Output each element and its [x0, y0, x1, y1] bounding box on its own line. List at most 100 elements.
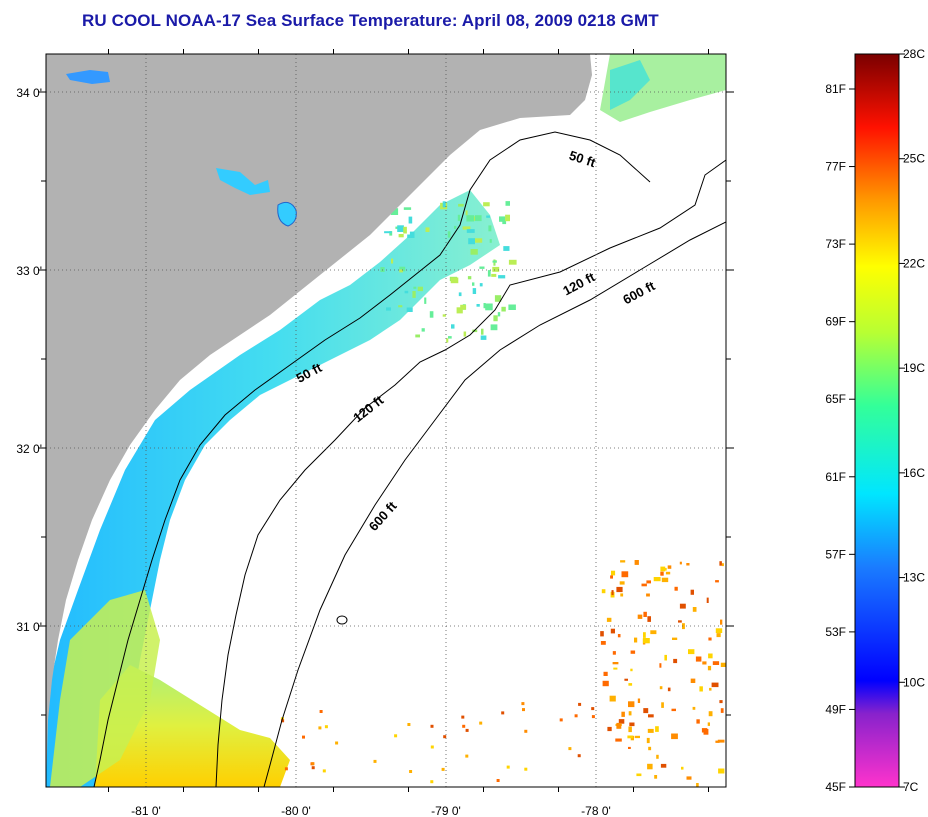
sst-speckle [311, 762, 315, 766]
sst-speckle [413, 286, 417, 289]
sst-speckle [628, 701, 635, 708]
sst-speckle [501, 711, 505, 715]
sst-speckle [718, 768, 725, 774]
sst-speckle [650, 630, 657, 635]
sst-speckle [628, 746, 631, 749]
sst-speckle [456, 307, 463, 314]
sst-speckle [643, 611, 647, 617]
sst-speckle [458, 292, 462, 297]
sst-speckle [636, 773, 642, 777]
sst-speckle [720, 708, 724, 713]
sst-speckle [324, 725, 328, 729]
sst-speckle [720, 619, 723, 625]
sst-speckle [492, 260, 497, 263]
sst-speckle [406, 307, 413, 312]
sst-speckle [692, 706, 696, 710]
sst-speckle [629, 722, 635, 727]
sst-speckle [720, 662, 726, 667]
sst-speckle [711, 682, 719, 688]
sst-speckle [673, 658, 678, 664]
sst-speckle [682, 623, 685, 630]
sst-speckle [690, 589, 694, 595]
sst-speckle [417, 286, 423, 292]
sst-speckle [318, 726, 322, 730]
colorbar-c-label: 25C [903, 152, 925, 166]
sst-speckle [494, 295, 502, 302]
lat-label: 34 0' [16, 86, 42, 100]
sst-speckle [496, 779, 500, 782]
sst-speckle [712, 661, 720, 665]
lon-label: -78 0' [581, 804, 611, 817]
sst-speckle [708, 637, 712, 641]
contour-600ft [263, 221, 726, 787]
sst-speckle [620, 560, 626, 563]
sst-speckle [688, 649, 695, 655]
sst-speckle [506, 765, 510, 769]
sst-speckle [612, 651, 616, 655]
sst-speckle [302, 735, 305, 739]
sst-speckle [647, 763, 653, 770]
sst-speckle [454, 225, 457, 229]
map-frame [45, 53, 727, 788]
sst-speckle [493, 315, 498, 322]
sst-speckle [715, 740, 720, 743]
sst-speckle [390, 208, 399, 215]
sst-speckle [671, 708, 676, 712]
sst-speckle [486, 215, 490, 218]
sst-speckle [451, 324, 455, 329]
sst-speckle [674, 586, 678, 591]
sst-speckle [463, 331, 467, 337]
sst-speckle [465, 210, 468, 216]
sst-speckle [707, 722, 710, 726]
sst-speckle [601, 589, 606, 594]
sst-speckle [465, 754, 469, 758]
sst-speckle [335, 741, 339, 745]
inland-water-blue [277, 201, 297, 227]
sst-speckle [641, 583, 647, 587]
sst-speckle [646, 593, 650, 597]
sst-speckle [610, 628, 615, 634]
sst-speckle [483, 202, 490, 207]
colorbar-fahrenheit-labels: 81F 77F 73F 69F 65F 61F 57F 53F 49F 45F [825, 82, 855, 794]
sst-speckle [524, 729, 528, 733]
sst-speckle [442, 314, 446, 317]
sst-speckle [462, 724, 466, 728]
sst-speckle [462, 226, 471, 230]
sst-speckle [702, 661, 707, 665]
sst-speckle [654, 775, 658, 779]
sst-speckle [508, 259, 517, 265]
sst-speckle [373, 759, 377, 763]
sst-speckle [403, 207, 412, 210]
sst-speckle [656, 754, 659, 759]
sst-speckle [508, 304, 516, 310]
sst-speckle [404, 290, 409, 294]
sst-speckle [425, 227, 430, 232]
sst-speckle [637, 614, 643, 619]
sst-speckle [574, 714, 578, 718]
contour-120ft [215, 159, 726, 787]
sst-speckle [696, 783, 699, 787]
sst-speckle [672, 637, 678, 640]
sst-speckle [475, 215, 482, 222]
sst-speckle [695, 656, 702, 662]
sst-speckle [412, 291, 416, 298]
colorbar-c-label: 16C [903, 466, 925, 480]
sst-speckle [474, 238, 483, 243]
sst-speckle [386, 307, 391, 311]
sst-speckle [708, 711, 713, 717]
sst-speckle [487, 270, 491, 277]
sst-speckle [461, 715, 465, 719]
sst-speckle [443, 735, 447, 739]
sst-speckle [616, 586, 623, 593]
sst-speckle [502, 221, 507, 225]
sst-speckle [450, 277, 459, 284]
sst-speckle [497, 312, 501, 317]
sst-speckle [480, 335, 487, 340]
sst-speckle [679, 561, 682, 565]
inland-water-blue-3 [66, 70, 110, 84]
sst-speckle [522, 708, 525, 712]
colorbar-f-label: 65F [825, 392, 846, 406]
contour-small-loop [336, 615, 348, 625]
sst-speckle [483, 303, 486, 309]
sst-northern-patch-cyan [610, 60, 650, 110]
